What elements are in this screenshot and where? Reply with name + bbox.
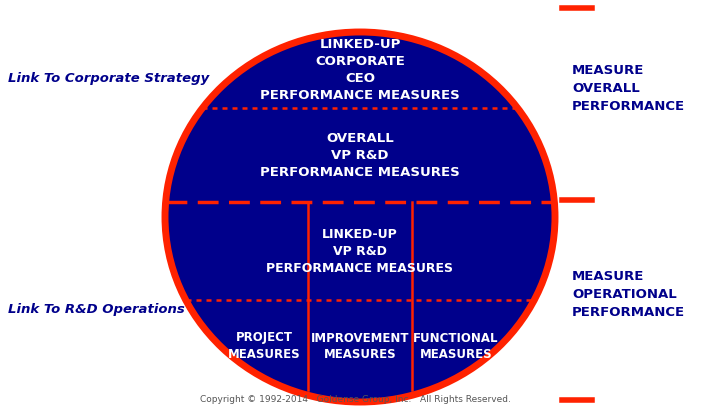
Text: OVERALL
VP R&D
PERFORMANCE MEASURES: OVERALL VP R&D PERFORMANCE MEASURES (260, 131, 460, 178)
Text: LINKED-UP
VP R&D
PERFORMANCE MEASURES: LINKED-UP VP R&D PERFORMANCE MEASURES (266, 227, 454, 274)
Text: IMPROVEMENT
MEASURES: IMPROVEMENT MEASURES (311, 332, 409, 360)
Text: PROJECT
MEASURES: PROJECT MEASURES (228, 332, 300, 360)
Text: MEASURE
OVERALL
PERFORMANCE: MEASURE OVERALL PERFORMANCE (572, 63, 685, 112)
Text: FUNCTIONAL
MEASURES: FUNCTIONAL MEASURES (413, 332, 498, 360)
Text: Link To R&D Operations: Link To R&D Operations (8, 304, 185, 316)
Text: LINKED-UP
CORPORATE
CEO
PERFORMANCE MEASURES: LINKED-UP CORPORATE CEO PERFORMANCE MEAS… (260, 38, 460, 102)
Text: MEASURE
OPERATIONAL
PERFORMANCE: MEASURE OPERATIONAL PERFORMANCE (572, 271, 685, 319)
Text: Copyright © 1992-2014   Goldense Group, Inc.   All Rights Reserved.: Copyright © 1992-2014 Goldense Group, In… (200, 395, 510, 404)
Ellipse shape (165, 32, 555, 402)
Text: Link To Corporate Strategy: Link To Corporate Strategy (8, 72, 209, 84)
